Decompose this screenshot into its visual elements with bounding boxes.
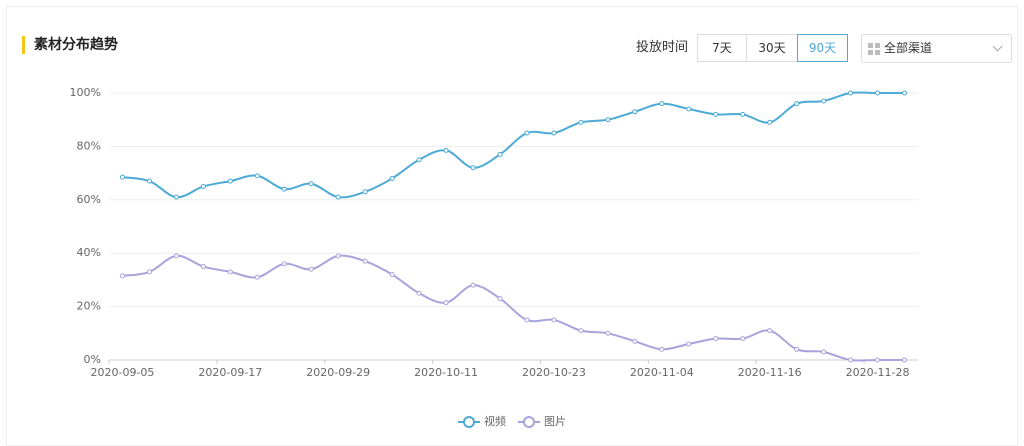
filter-label: 投放时间 <box>636 40 689 55</box>
data-point <box>713 111 719 117</box>
data-point <box>848 357 854 363</box>
data-point <box>362 189 368 195</box>
data-point <box>848 90 854 96</box>
data-point <box>389 175 395 181</box>
range-button[interactable]: 30天 <box>746 34 798 62</box>
data-point <box>605 117 611 123</box>
y-tick-label: 40% <box>77 246 101 259</box>
data-point <box>335 194 341 200</box>
data-point <box>497 296 503 302</box>
data-point <box>632 109 638 115</box>
legend-label[interactable]: 视频 <box>484 414 506 428</box>
data-point <box>821 98 827 104</box>
data-point <box>443 300 449 306</box>
data-point <box>551 317 557 323</box>
data-point <box>200 183 206 189</box>
range-button[interactable]: 90天 <box>797 34 848 62</box>
data-point <box>416 157 422 163</box>
data-point <box>308 181 314 187</box>
data-point <box>308 266 314 272</box>
select-icon <box>868 43 880 55</box>
x-tick-label: 2020-11-28 <box>846 366 910 379</box>
data-point <box>119 273 125 279</box>
legend-icon[interactable] <box>463 416 475 428</box>
data-point <box>902 90 908 96</box>
data-point <box>146 269 152 275</box>
y-tick-label: 60% <box>77 193 101 206</box>
data-point <box>416 290 422 296</box>
data-point <box>578 328 584 334</box>
x-tick-label: 2020-10-11 <box>414 366 478 379</box>
x-tick-label: 2020-09-17 <box>198 366 262 379</box>
series-line <box>122 91 905 199</box>
x-tick-label: 2020-10-23 <box>522 366 586 379</box>
data-point <box>902 357 908 363</box>
data-point <box>173 194 179 200</box>
data-point <box>821 349 827 355</box>
data-point <box>632 338 638 344</box>
data-point <box>227 269 233 275</box>
y-tick-label: 80% <box>77 139 101 152</box>
data-point <box>794 101 800 107</box>
data-point <box>740 336 746 342</box>
data-point <box>281 261 287 267</box>
x-tick-label: 2020-09-05 <box>91 366 155 379</box>
data-point <box>551 130 557 136</box>
data-point <box>659 101 665 107</box>
data-point <box>362 258 368 264</box>
data-point <box>173 253 179 259</box>
data-point <box>659 346 665 352</box>
data-point <box>200 264 206 270</box>
data-point <box>443 147 449 153</box>
x-tick-label: 2020-09-29 <box>306 366 370 379</box>
legend-label[interactable]: 图片 <box>544 415 566 428</box>
series-line <box>122 254 905 362</box>
data-point <box>740 111 746 117</box>
data-point <box>254 274 260 280</box>
data-point <box>524 317 530 323</box>
data-point <box>281 186 287 192</box>
data-point <box>227 178 233 184</box>
data-point <box>578 119 584 125</box>
y-tick-label: 20% <box>77 300 101 313</box>
data-point <box>497 151 503 157</box>
data-point <box>254 173 260 179</box>
select-text: 全部渠道 <box>884 41 933 55</box>
x-tick-label: 2020-11-04 <box>630 366 694 379</box>
data-point <box>767 328 773 334</box>
data-point <box>146 178 152 184</box>
data-point <box>119 174 125 180</box>
data-point <box>470 165 476 171</box>
data-point <box>605 330 611 336</box>
data-point <box>335 253 341 259</box>
data-point <box>686 106 692 112</box>
data-point <box>524 130 530 136</box>
x-tick-label: 2020-11-16 <box>738 366 802 379</box>
section-title: 素材分布趋势 <box>22 36 118 54</box>
data-point <box>389 272 395 278</box>
legend-icon[interactable] <box>523 416 535 428</box>
data-point <box>470 282 476 288</box>
data-point <box>713 336 719 342</box>
data-point <box>767 119 773 125</box>
data-point <box>875 357 881 363</box>
data-point <box>686 341 692 347</box>
y-tick-label: 100% <box>70 86 101 99</box>
range-button[interactable]: 7天 <box>697 34 747 62</box>
channel-select[interactable]: 全部渠道 <box>861 34 1012 63</box>
data-point <box>794 346 800 352</box>
y-tick-label: 0% <box>84 353 101 366</box>
data-point <box>875 90 881 96</box>
